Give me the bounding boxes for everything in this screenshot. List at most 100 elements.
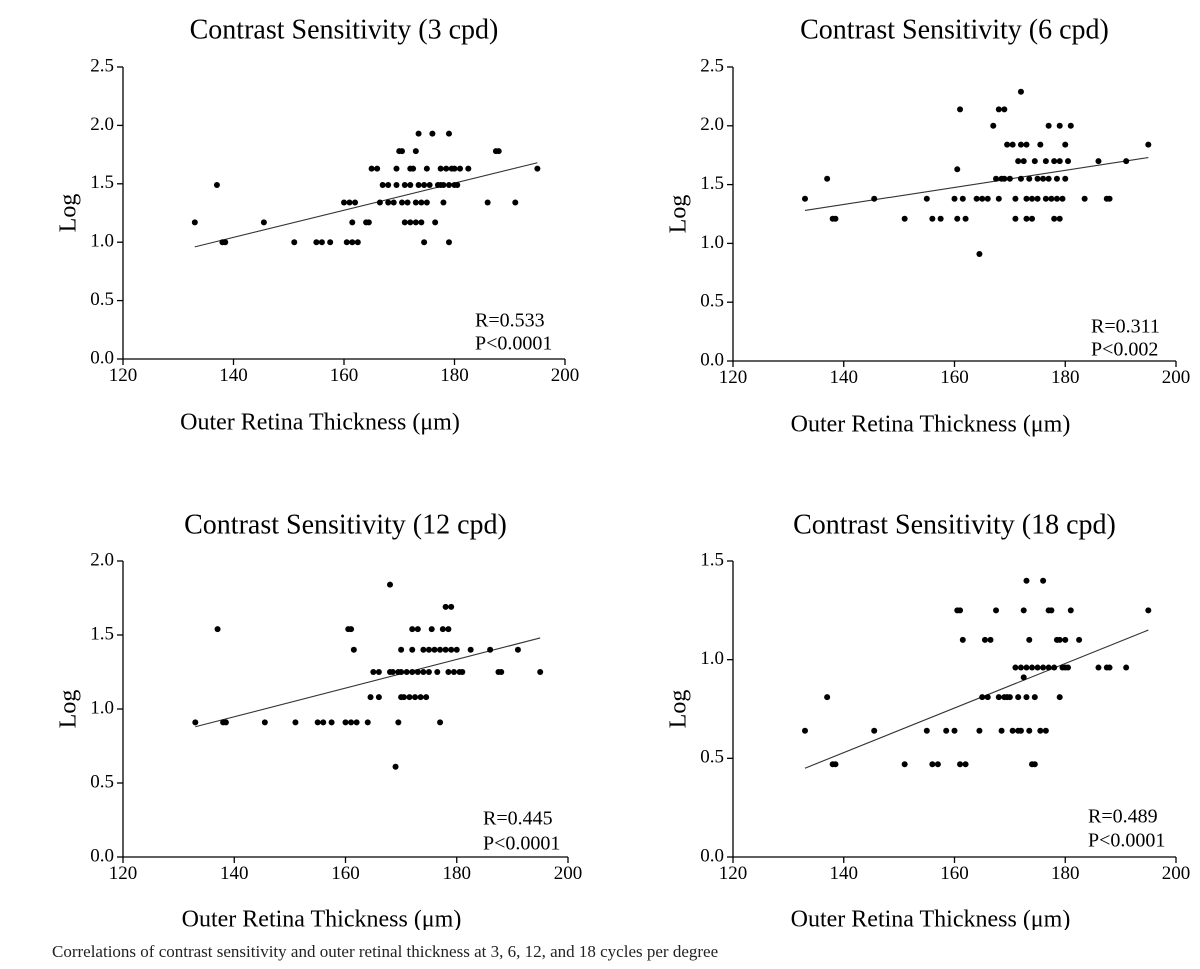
x-tick-label: 180 xyxy=(443,863,472,884)
data-point xyxy=(1053,175,1060,182)
data-point xyxy=(1029,195,1036,202)
data-point xyxy=(432,219,439,226)
data-point xyxy=(1006,694,1013,701)
data-point xyxy=(442,603,449,610)
data-point xyxy=(365,219,372,226)
data-point xyxy=(418,199,425,206)
data-point xyxy=(1056,158,1063,165)
data-point xyxy=(1051,158,1058,165)
data-point xyxy=(1051,664,1058,671)
data-point xyxy=(998,727,1005,734)
data-point xyxy=(1062,636,1069,643)
data-point xyxy=(421,181,428,188)
data-point xyxy=(412,148,419,155)
regression-line xyxy=(195,637,541,728)
data-point xyxy=(1012,195,1019,202)
data-point xyxy=(291,239,298,246)
scatter-panel-1: Contrast Sensitivity (3 cpd) 120 140 160 180… xyxy=(56,14,580,435)
data-point xyxy=(937,215,944,222)
data-point xyxy=(376,199,383,206)
p-value: P<0.0001 xyxy=(483,833,560,855)
x-tick-label: 180 xyxy=(440,365,469,386)
data-point xyxy=(1026,636,1033,643)
data-point xyxy=(453,646,460,653)
x-tick-label: 160 xyxy=(940,863,969,884)
data-point xyxy=(1062,175,1069,182)
data-point xyxy=(979,195,986,202)
data-point xyxy=(1048,195,1055,202)
data-point xyxy=(957,607,964,614)
x-tick-label: 180 xyxy=(1051,863,1080,884)
data-point xyxy=(349,219,356,226)
data-point xyxy=(995,106,1002,113)
data-point xyxy=(395,719,402,726)
p-value: P<0.002 xyxy=(1091,339,1158,361)
data-point xyxy=(429,130,436,137)
data-point xyxy=(1045,175,1052,182)
data-point xyxy=(1001,106,1008,113)
data-point xyxy=(995,195,1002,202)
data-point xyxy=(349,239,356,246)
data-point xyxy=(213,181,220,188)
data-point xyxy=(514,646,521,653)
data-point xyxy=(959,195,966,202)
chart-title: Contrast Sensitivity (3 cpd) xyxy=(190,14,499,45)
x-tick-label: 140 xyxy=(219,365,248,386)
data-point xyxy=(407,219,414,226)
data-point xyxy=(450,669,457,675)
data-point xyxy=(415,130,422,137)
data-point xyxy=(1023,577,1030,584)
data-point xyxy=(457,165,464,172)
data-point xyxy=(801,727,808,734)
data-point xyxy=(1004,141,1011,148)
data-point xyxy=(1034,195,1041,202)
x-axis-label: Outer Retina Thickness (μm) xyxy=(791,907,1071,931)
x-tick-label: 140 xyxy=(830,367,859,388)
data-point xyxy=(374,165,381,172)
data-point xyxy=(1029,664,1036,671)
data-point xyxy=(1053,195,1060,202)
data-point xyxy=(1031,694,1038,701)
data-point xyxy=(439,626,446,633)
data-point xyxy=(389,669,396,675)
regression-line xyxy=(804,629,1149,769)
x-tick-label: 200 xyxy=(1162,367,1191,388)
data-point xyxy=(414,669,421,675)
data-point xyxy=(467,646,474,653)
data-point xyxy=(409,646,416,653)
data-point xyxy=(1017,141,1024,148)
y-axis-label: Log xyxy=(666,690,692,729)
data-point xyxy=(412,199,419,206)
data-point xyxy=(1031,761,1038,768)
x-tick-label: 120 xyxy=(719,863,748,884)
data-point xyxy=(979,694,986,701)
y-tick-label: 2.0 xyxy=(700,114,724,135)
data-point xyxy=(1062,141,1069,148)
data-point xyxy=(343,239,350,246)
x-tick-label: 120 xyxy=(109,365,138,386)
data-point xyxy=(1001,175,1008,182)
data-point xyxy=(415,181,422,188)
data-point xyxy=(367,694,374,701)
data-point xyxy=(1037,141,1044,148)
y-tick-label: 1.0 xyxy=(700,648,724,669)
data-point xyxy=(437,165,444,172)
x-tick-label: 140 xyxy=(220,863,249,884)
data-point xyxy=(412,219,419,226)
data-point xyxy=(1145,141,1152,148)
y-tick-label: 1.0 xyxy=(90,697,114,718)
data-point xyxy=(1065,158,1072,165)
data-point xyxy=(350,646,357,653)
data-point xyxy=(951,195,958,202)
data-point xyxy=(1040,577,1047,584)
scatter-panel-2: Contrast Sensitivity (6 cpd) 120 140 160 180… xyxy=(666,14,1191,437)
data-point xyxy=(401,181,408,188)
data-point xyxy=(512,199,519,206)
data-point xyxy=(313,239,320,246)
figure-panels: Contrast Sensitivity (3 cpd) 120 140 160 180… xyxy=(56,14,1191,931)
y-tick-label: 0.0 xyxy=(700,349,724,370)
y-tick-label: 1.0 xyxy=(90,231,114,252)
x-tick-label: 200 xyxy=(554,863,583,884)
data-point xyxy=(1031,158,1038,165)
data-point xyxy=(871,727,878,734)
